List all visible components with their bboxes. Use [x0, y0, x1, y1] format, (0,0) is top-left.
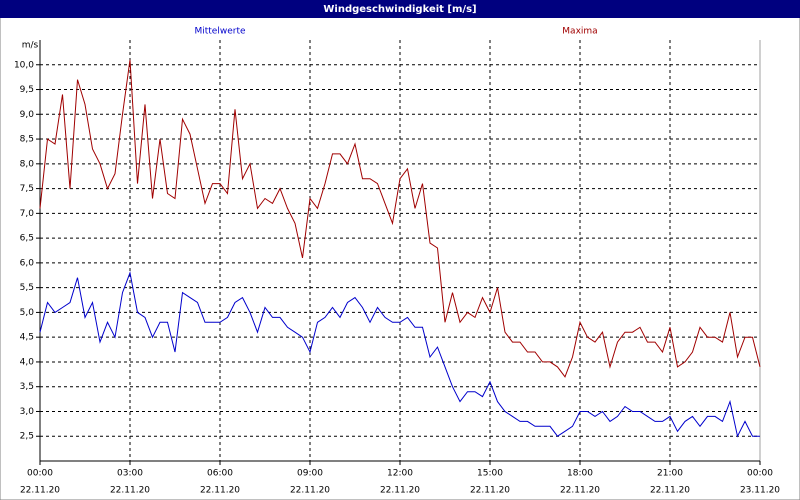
y-tick-label: 5,5	[20, 283, 34, 293]
x-tick-label: 12:00	[387, 469, 413, 479]
y-tick-label: 7,0	[20, 209, 35, 219]
x-tick-label: 18:00	[567, 469, 593, 479]
y-tick-label: 8,5	[20, 135, 34, 145]
x-tick-date: 22.11.20	[560, 486, 600, 496]
x-tick-label: 21:00	[657, 469, 683, 479]
x-tick-date: 22.11.20	[290, 486, 330, 496]
y-tick-label: 3,0	[20, 407, 35, 417]
x-tick-date: 22.11.20	[650, 486, 690, 496]
x-tick-label: 03:00	[117, 469, 143, 479]
data-line	[39, 270, 760, 438]
y-tick-label: 4,5	[20, 333, 34, 343]
chart-title: Windgeschwindigkeit [m/s]	[323, 4, 476, 15]
x-tick-date: 22.11.20	[20, 486, 60, 496]
x-tick-date: 23.11.20	[740, 486, 780, 496]
legend-entry: Mittelwerte	[194, 27, 245, 37]
y-tick-label: 9,5	[20, 85, 34, 95]
x-tick-label: 00:00	[27, 469, 53, 479]
title-bar	[0, 0, 800, 18]
y-tick-label: 9,0	[20, 110, 35, 120]
x-tick-label: 00:00	[747, 469, 773, 479]
legend-entry: Maxima	[562, 27, 597, 37]
data-line	[39, 59, 761, 378]
y-tick-label: 3,5	[20, 382, 34, 392]
y-unit: m/s	[22, 41, 39, 51]
x-tick-label: 15:00	[477, 469, 503, 479]
y-tick-label: 5,0	[20, 308, 35, 318]
x-tick-date: 22.11.20	[110, 486, 150, 496]
x-tick-date: 22.11.20	[380, 486, 420, 496]
x-tick-label: 09:00	[297, 469, 323, 479]
y-tick-label: 7,5	[20, 184, 34, 194]
y-tick-label: 6,5	[20, 234, 34, 244]
y-tick-label: 2,5	[20, 432, 34, 442]
y-tick-label: 6,0	[20, 258, 35, 268]
x-tick-date: 22.11.20	[200, 486, 240, 496]
y-tick-label: 10,0	[14, 60, 34, 70]
y-tick-label: 8,0	[20, 159, 35, 169]
y-tick-label: 4,0	[20, 357, 35, 367]
x-tick-date: 22.11.20	[470, 486, 510, 496]
x-tick-label: 06:00	[207, 469, 233, 479]
